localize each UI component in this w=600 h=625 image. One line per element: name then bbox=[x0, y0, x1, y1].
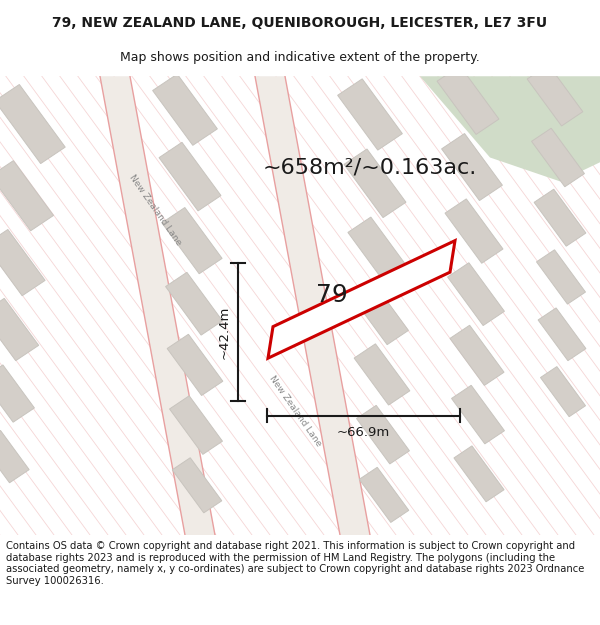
Polygon shape bbox=[255, 76, 370, 535]
Polygon shape bbox=[167, 334, 223, 396]
Polygon shape bbox=[0, 229, 45, 296]
Polygon shape bbox=[0, 431, 29, 482]
Polygon shape bbox=[359, 468, 409, 522]
Polygon shape bbox=[442, 134, 502, 201]
Polygon shape bbox=[354, 344, 410, 405]
Polygon shape bbox=[448, 262, 505, 326]
Text: Map shows position and indicative extent of the property.: Map shows position and indicative extent… bbox=[120, 51, 480, 64]
Text: New Zealand Lane: New Zealand Lane bbox=[127, 173, 183, 247]
Polygon shape bbox=[536, 250, 586, 304]
Polygon shape bbox=[152, 74, 217, 146]
Polygon shape bbox=[527, 65, 583, 126]
Polygon shape bbox=[420, 76, 600, 181]
Polygon shape bbox=[541, 367, 586, 417]
Polygon shape bbox=[534, 189, 586, 246]
Polygon shape bbox=[437, 66, 499, 134]
Text: New Zealand Lane: New Zealand Lane bbox=[267, 374, 323, 448]
Polygon shape bbox=[352, 282, 409, 344]
Polygon shape bbox=[532, 128, 584, 187]
Polygon shape bbox=[338, 79, 403, 150]
Polygon shape bbox=[0, 298, 38, 361]
Polygon shape bbox=[159, 142, 221, 211]
Polygon shape bbox=[454, 446, 504, 502]
Polygon shape bbox=[344, 149, 406, 218]
Text: ~42.4m: ~42.4m bbox=[218, 305, 230, 359]
Polygon shape bbox=[450, 325, 504, 386]
Polygon shape bbox=[538, 308, 586, 361]
Polygon shape bbox=[348, 217, 408, 283]
Polygon shape bbox=[172, 458, 222, 513]
Polygon shape bbox=[100, 76, 215, 535]
Polygon shape bbox=[0, 365, 34, 423]
Polygon shape bbox=[452, 385, 505, 444]
Polygon shape bbox=[356, 406, 409, 464]
Text: ~658m²/~0.163ac.: ~658m²/~0.163ac. bbox=[263, 157, 477, 177]
Polygon shape bbox=[0, 84, 65, 164]
Text: 79, NEW ZEALAND LANE, QUENIBOROUGH, LEICESTER, LE7 3FU: 79, NEW ZEALAND LANE, QUENIBOROUGH, LEIC… bbox=[52, 16, 548, 30]
Polygon shape bbox=[162, 208, 222, 274]
Text: Contains OS data © Crown copyright and database right 2021. This information is : Contains OS data © Crown copyright and d… bbox=[6, 541, 584, 586]
Polygon shape bbox=[0, 161, 53, 231]
Polygon shape bbox=[268, 241, 455, 358]
Polygon shape bbox=[445, 199, 503, 263]
Polygon shape bbox=[166, 272, 223, 335]
Text: 79: 79 bbox=[316, 282, 347, 307]
Polygon shape bbox=[170, 396, 223, 454]
Text: ~66.9m: ~66.9m bbox=[337, 426, 390, 439]
